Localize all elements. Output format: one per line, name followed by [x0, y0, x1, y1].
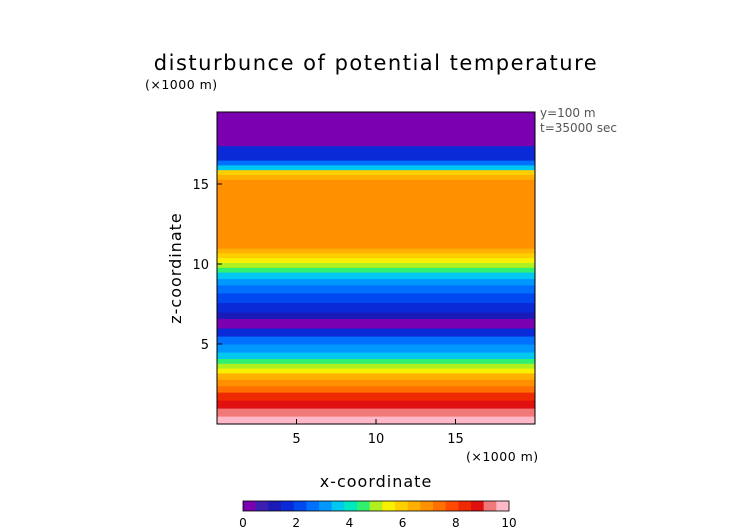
heat-band-5 — [217, 379, 535, 387]
colorbar-swatch-3 — [281, 501, 295, 511]
colorbar-swatch-2 — [268, 501, 282, 511]
heat-band-23 — [217, 257, 535, 263]
heat-band-6 — [217, 372, 535, 380]
heat-band-8 — [217, 363, 535, 369]
colorbar-swatch-7 — [331, 501, 345, 511]
colorbar-swatch-6 — [319, 501, 333, 511]
plot-area — [217, 112, 535, 425]
heat-band-12 — [217, 336, 535, 345]
heat-band-14 — [217, 318, 535, 329]
colorbar-swatch-1 — [255, 501, 269, 511]
colorbar-swatch-0 — [243, 501, 257, 511]
heat-band-33 — [217, 145, 535, 161]
colorbar-swatch-13 — [407, 501, 421, 511]
heat-band-13 — [217, 328, 535, 337]
heat-band-26 — [217, 238, 535, 249]
x-tick-label-10: 10 — [368, 432, 385, 447]
colorbar-swatch-4 — [293, 501, 307, 511]
heat-band-28 — [217, 179, 535, 185]
y-tick-label-5: 5 — [201, 338, 209, 353]
heat-band-22 — [217, 262, 535, 268]
heat-band-2 — [217, 400, 535, 409]
heat-band-17 — [217, 292, 535, 303]
colorbar-swatch-11 — [382, 501, 396, 511]
x-tick-label-15: 15 — [447, 432, 464, 447]
colorbar-tick-label-6: 6 — [399, 516, 407, 530]
colorbar-swatch-15 — [433, 501, 447, 511]
colorbar-swatch-17 — [458, 501, 472, 511]
colorbar-frame — [242, 500, 510, 512]
colorbar: 0 2 4 6 8 10 — [239, 500, 517, 530]
x-unit-label: (×1000 m) — [466, 449, 539, 464]
colorbar-tick-label-8: 8 — [452, 516, 460, 530]
x-axis-label: x-coordinate — [320, 472, 433, 491]
y-tick-label-10: 10 — [192, 258, 209, 273]
colorbar-swatch-19 — [483, 501, 497, 511]
z-unit-label: (×1000 m) — [145, 77, 218, 92]
heat-band-3 — [217, 392, 535, 401]
heat-band-4 — [217, 385, 535, 393]
heat-band-11 — [217, 344, 535, 353]
colorbar-tick-label-4: 4 — [346, 516, 354, 530]
heat-band-25 — [217, 248, 535, 254]
heat-band-24 — [217, 252, 535, 259]
colorbar-swatch-5 — [306, 501, 320, 511]
chart-title: disturbunce of potential temperature — [154, 51, 598, 75]
heat-band-10 — [217, 352, 535, 359]
heat-band-29 — [217, 174, 535, 180]
y-axis-label: z-coordinate — [166, 212, 185, 324]
heat-band-30 — [217, 169, 535, 175]
colorbar-swatch-10 — [369, 501, 383, 511]
colorbar-swatch-14 — [420, 501, 434, 511]
colorbar-swatch-8 — [344, 501, 358, 511]
axes: 5 10 15 5 10 15 — [192, 111, 536, 447]
heat-band-31 — [217, 164, 535, 171]
colorbar-tick-label-0: 0 — [239, 516, 247, 530]
heat-band-1 — [217, 408, 535, 417]
annotation-t: t=35000 sec — [540, 121, 617, 135]
x-tick-label-5: 5 — [292, 432, 300, 447]
y-tick-label-15: 15 — [192, 178, 209, 193]
heat-band-21 — [217, 267, 535, 273]
colorbar-swatch-9 — [357, 501, 371, 511]
colorbar-swatch-16 — [445, 501, 459, 511]
colorbar-tick-label-2: 2 — [292, 516, 300, 530]
heat-band-9 — [217, 358, 535, 364]
heat-band-15 — [217, 312, 535, 319]
colorbar-swatch-20 — [496, 501, 510, 511]
annotation-y: y=100 m — [540, 106, 596, 120]
heat-band-16 — [217, 302, 535, 313]
heat-band-20 — [217, 272, 535, 279]
heat-band-19 — [217, 278, 535, 286]
colorbar-tick-label-10: 10 — [501, 516, 516, 530]
colorbar-swatch-18 — [471, 501, 485, 511]
heat-band-32 — [217, 160, 535, 166]
heat-band-18 — [217, 284, 535, 294]
colorbar-swatch-12 — [395, 501, 409, 511]
heat-band-27 — [217, 184, 535, 239]
heat-band-34 — [217, 112, 535, 147]
heat-band-7 — [217, 368, 535, 374]
